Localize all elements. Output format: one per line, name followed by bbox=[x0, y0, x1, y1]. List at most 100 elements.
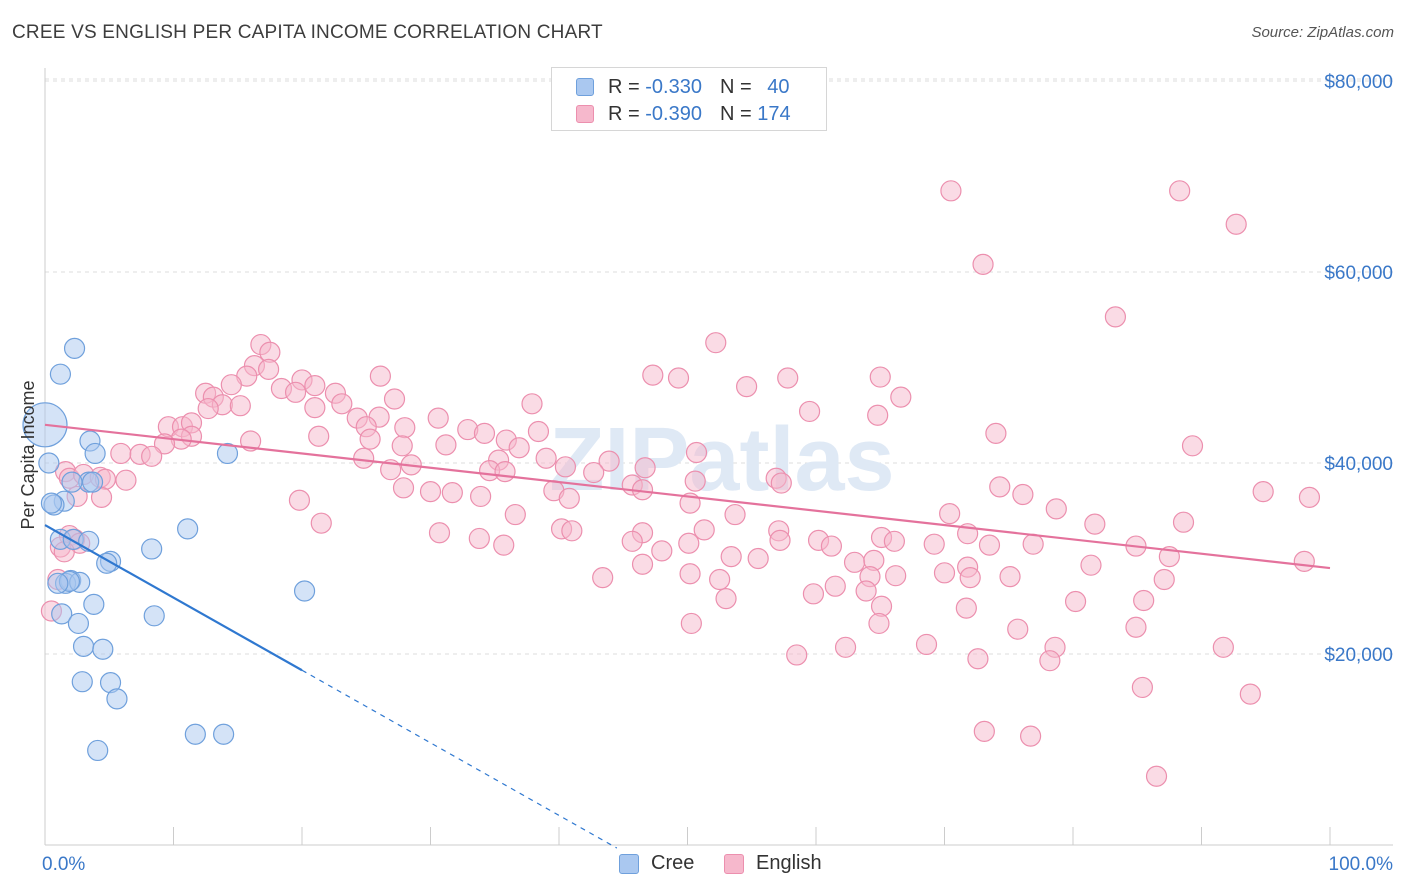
english-point bbox=[724, 503, 746, 526]
cree-swatch bbox=[576, 78, 594, 96]
cree-point bbox=[71, 671, 93, 693]
legend-cree-r-label: R = bbox=[608, 75, 640, 98]
english-point bbox=[989, 476, 1011, 498]
english-point bbox=[680, 612, 702, 635]
english-point bbox=[693, 519, 715, 541]
english-point bbox=[331, 393, 353, 415]
english-point bbox=[394, 417, 416, 439]
english-point bbox=[1080, 554, 1102, 576]
english-point bbox=[868, 612, 890, 635]
english-point bbox=[391, 435, 413, 457]
y-tick-label: $20,000 bbox=[1324, 645, 1393, 666]
english-point bbox=[985, 422, 1007, 444]
english-point bbox=[383, 388, 406, 410]
english-point bbox=[115, 469, 137, 491]
english-point bbox=[1153, 568, 1175, 591]
english-point bbox=[310, 512, 332, 534]
english-point bbox=[1298, 486, 1321, 508]
english-point bbox=[527, 420, 550, 443]
cree-point bbox=[143, 605, 165, 627]
cree-point bbox=[63, 337, 86, 359]
english-point bbox=[959, 566, 981, 589]
x-tick-label-max: 100.0% bbox=[1329, 854, 1394, 875]
cree-trendline-extension bbox=[301, 669, 618, 849]
english-point bbox=[1131, 676, 1153, 699]
english-point bbox=[441, 482, 463, 504]
english-point bbox=[435, 434, 457, 456]
english-point bbox=[427, 407, 449, 429]
english-point bbox=[470, 485, 492, 508]
x-tick-label-min: 0.0% bbox=[42, 854, 85, 875]
english-point bbox=[110, 442, 132, 465]
english-point bbox=[967, 648, 989, 670]
english-point bbox=[1239, 683, 1261, 705]
english-point bbox=[141, 445, 163, 467]
cree-point bbox=[216, 442, 239, 465]
legend-english-n-label: N = bbox=[719, 102, 752, 125]
y-tick-labels: $20,000 $40,000 $60,000 $80,000 bbox=[1324, 72, 1393, 666]
english-point bbox=[1212, 636, 1234, 658]
cree-point bbox=[49, 363, 72, 385]
english-point bbox=[1012, 483, 1034, 506]
english-point bbox=[1133, 589, 1155, 612]
english-point bbox=[521, 393, 543, 415]
english-point bbox=[1104, 306, 1127, 328]
english-point bbox=[642, 364, 664, 386]
english-point bbox=[939, 503, 961, 525]
cree-point bbox=[213, 723, 235, 745]
english-point bbox=[883, 530, 905, 552]
english-point bbox=[684, 470, 706, 492]
english-point bbox=[869, 366, 891, 388]
english-legend-label: English bbox=[756, 852, 822, 874]
english-point bbox=[667, 367, 690, 389]
english-point bbox=[715, 588, 737, 610]
english-point bbox=[392, 477, 415, 499]
english-point bbox=[999, 566, 1021, 588]
english-point bbox=[1225, 213, 1247, 235]
english-point bbox=[1172, 511, 1195, 533]
english-point bbox=[777, 367, 799, 389]
cree-point bbox=[51, 603, 73, 625]
english-point bbox=[1064, 590, 1087, 613]
cree-point bbox=[106, 688, 128, 710]
english-point bbox=[923, 533, 945, 555]
english-point bbox=[720, 545, 742, 568]
english-point bbox=[1045, 498, 1067, 520]
bottom-legend-cree[interactable]: Cree bbox=[619, 852, 694, 875]
cree-point bbox=[72, 635, 95, 657]
english-point bbox=[955, 597, 977, 619]
english-point bbox=[493, 534, 515, 556]
bottom-legend-english[interactable]: English bbox=[724, 852, 822, 875]
english-point bbox=[554, 456, 577, 478]
english-point bbox=[419, 481, 442, 503]
cree-point bbox=[83, 593, 105, 615]
english-point bbox=[1125, 616, 1147, 638]
english-legend-swatch bbox=[724, 853, 744, 874]
cree-point bbox=[81, 471, 104, 493]
legend-cree-n-value: 40 bbox=[767, 75, 790, 98]
english-point bbox=[769, 529, 791, 551]
english-point bbox=[885, 565, 907, 587]
english-point bbox=[685, 441, 708, 464]
english-point bbox=[855, 580, 877, 602]
english-point bbox=[473, 422, 496, 444]
english-point bbox=[802, 583, 825, 605]
english-point bbox=[973, 720, 995, 742]
english-point bbox=[1293, 550, 1315, 572]
english-point bbox=[747, 547, 769, 570]
cree-point bbox=[47, 572, 69, 594]
english-point bbox=[508, 437, 530, 459]
english-point bbox=[972, 253, 994, 275]
english-point bbox=[915, 633, 938, 656]
cree-legend-label: Cree bbox=[651, 852, 695, 874]
cree-point bbox=[67, 612, 90, 635]
english-point bbox=[770, 472, 792, 494]
cree-point bbox=[92, 638, 114, 660]
english-point bbox=[240, 430, 262, 452]
legend-cree-r-value: -0.330 bbox=[645, 75, 702, 98]
english-point bbox=[1169, 180, 1191, 202]
english-point bbox=[834, 636, 857, 658]
english-point bbox=[535, 447, 557, 469]
legend-english-r-label: R = bbox=[608, 102, 640, 125]
english-point bbox=[786, 644, 808, 666]
